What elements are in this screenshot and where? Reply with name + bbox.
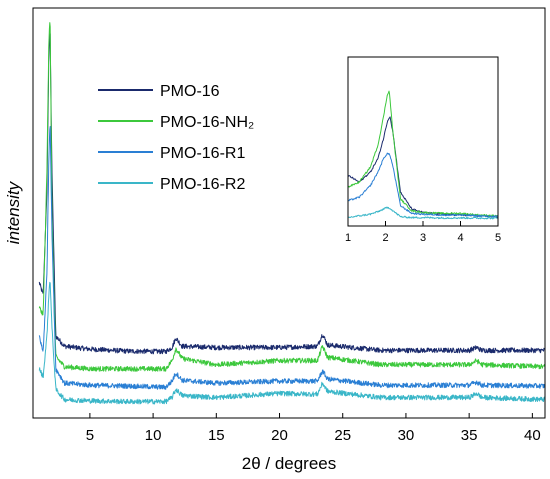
x-axis-label: 2θ / degrees bbox=[242, 454, 337, 473]
main-series-line-1 bbox=[38, 22, 546, 372]
legend: PMO-16 PMO-16-NH₂ PMO-16-R1 PMO-16-R2 bbox=[98, 83, 254, 193]
main-x-tick-label: 15 bbox=[208, 427, 225, 444]
legend-label-0: PMO-16 bbox=[160, 83, 220, 100]
legend-label-3: PMO-16-R2 bbox=[160, 176, 245, 193]
main-x-tick-label: 5 bbox=[86, 427, 94, 444]
inset-series-line-3 bbox=[347, 206, 499, 220]
legend-label-1: PMO-16-NH₂ bbox=[160, 114, 254, 131]
inset-x-ticks: 1 2 3 4 5 bbox=[345, 221, 501, 244]
inset-x-tick-label: 4 bbox=[457, 232, 463, 244]
inset-x-tick-label: 5 bbox=[495, 232, 501, 244]
inset-plot: 1 2 3 4 5 bbox=[345, 56, 501, 244]
main-series-group bbox=[38, 22, 546, 405]
main-x-tick-label: 25 bbox=[334, 427, 351, 444]
inset-x-tick-label: 1 bbox=[345, 232, 351, 244]
main-x-tick-label: 20 bbox=[271, 427, 288, 444]
inset-x-tick-label: 3 bbox=[420, 232, 426, 244]
main-x-tick-label: 35 bbox=[461, 427, 478, 444]
main-x-ticks: 5 10 15 20 25 30 35 40 bbox=[86, 413, 541, 444]
legend-label-2: PMO-16-R1 bbox=[160, 145, 245, 162]
main-series-line-2 bbox=[38, 126, 546, 390]
inset-plot-background bbox=[348, 57, 498, 226]
y-axis-label: intensity bbox=[4, 180, 23, 244]
main-x-tick-label: 40 bbox=[524, 427, 541, 444]
main-x-tick-label: 10 bbox=[145, 427, 162, 444]
main-plot-frame bbox=[32, 7, 546, 419]
main-series-line-0 bbox=[38, 33, 546, 355]
main-series-line-3 bbox=[38, 281, 546, 405]
main-plot: 5 10 15 20 25 30 35 40 2θ / degrees intensity bbox=[4, 7, 546, 473]
main-x-tick-label: 30 bbox=[398, 427, 415, 444]
inset-series-group bbox=[347, 90, 499, 220]
inset-x-tick-label: 2 bbox=[382, 232, 388, 244]
inset-series-line-2 bbox=[347, 152, 499, 218]
